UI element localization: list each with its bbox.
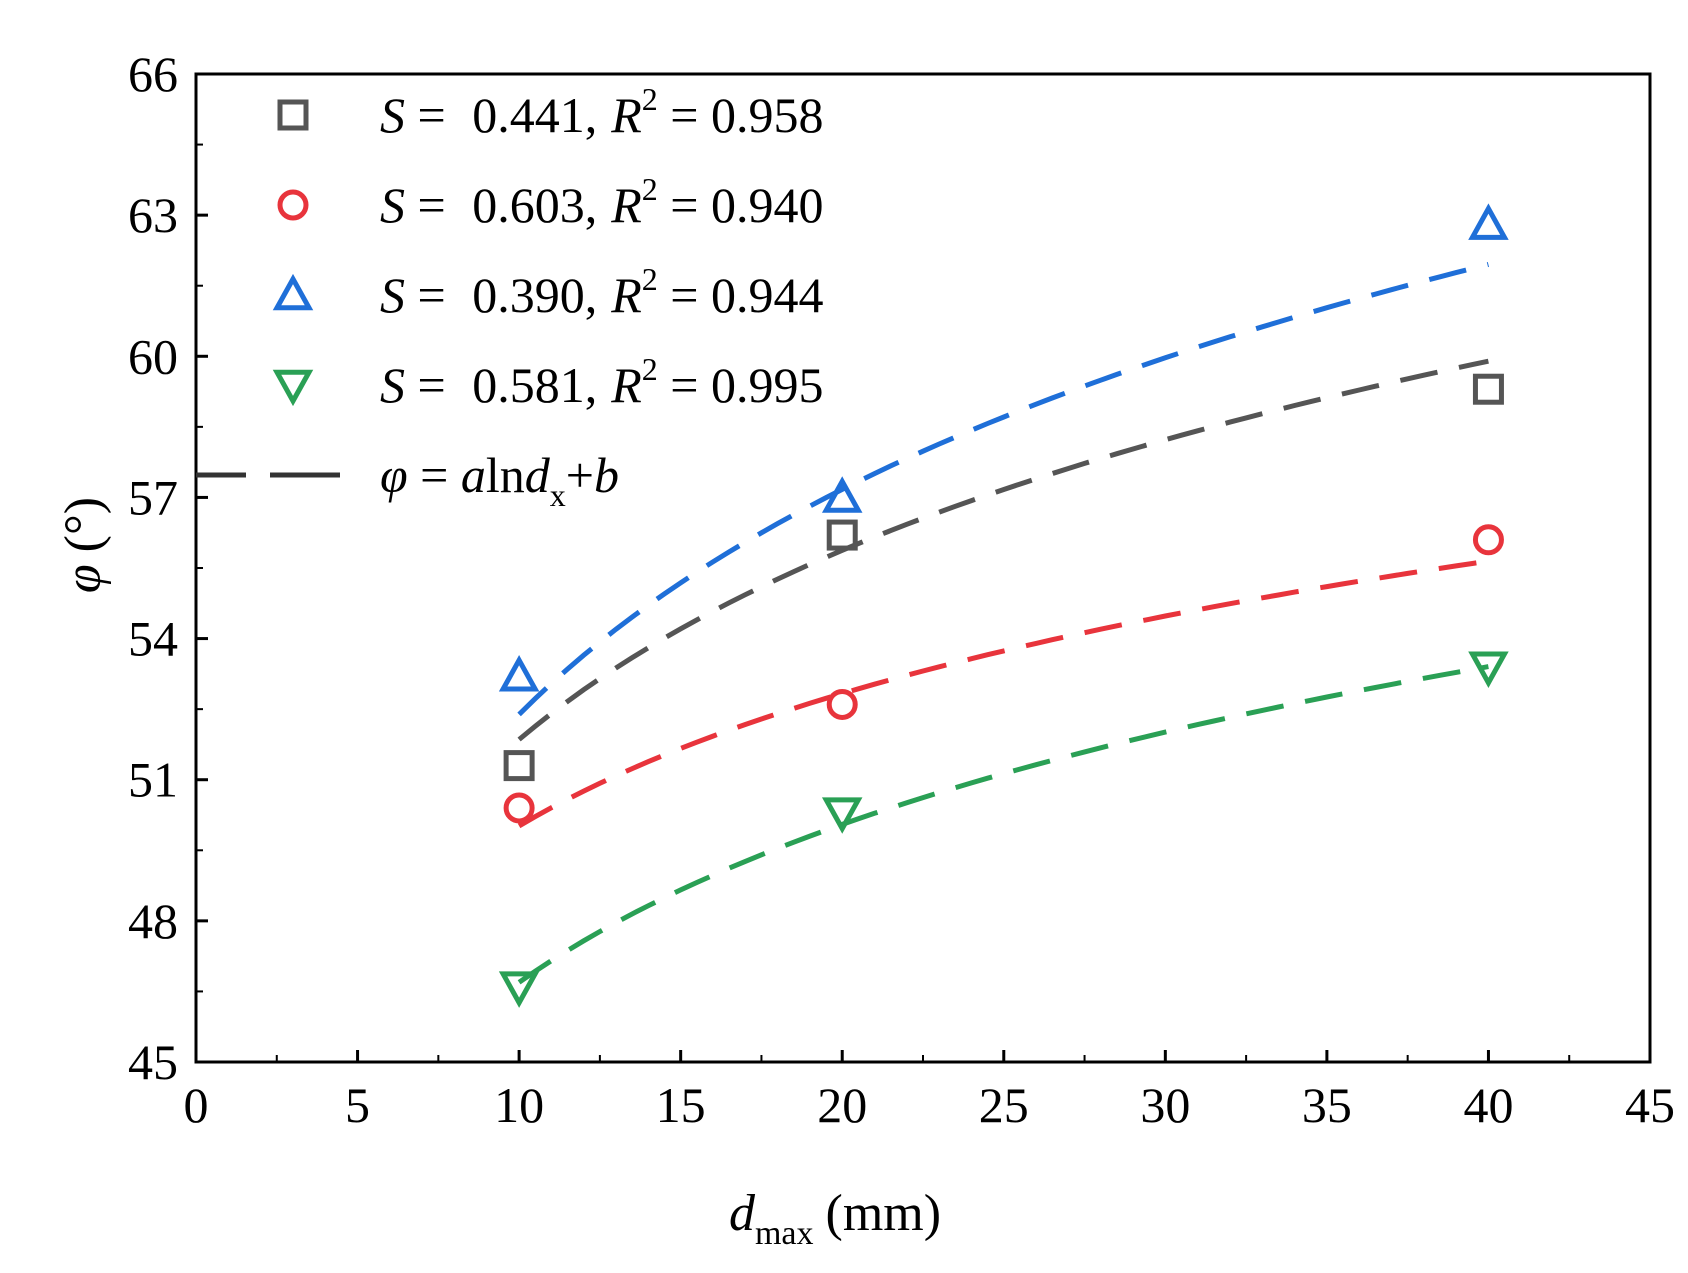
- x-axis-title-unit: (mm): [826, 1185, 942, 1242]
- legend-r-sup: 2: [642, 351, 658, 387]
- legend-s-label: S: [380, 357, 405, 413]
- y-axis-title: φ (°): [55, 497, 112, 593]
- legend-fit-a: a: [461, 447, 486, 503]
- legend-s-value: 0.390,: [472, 267, 597, 323]
- fit-line-series-4: [517, 664, 1489, 985]
- legend-r-label: R: [610, 177, 642, 233]
- data-point-series-1: [1472, 373, 1504, 405]
- legend-r-eq: =: [658, 357, 711, 413]
- data-point-series-4: [498, 971, 540, 1008]
- data-point-series-2: [826, 688, 858, 720]
- x-tick-label: 30: [1140, 1077, 1190, 1133]
- legend-r-sup: 2: [642, 81, 658, 117]
- fit-line-series-2: [517, 558, 1489, 829]
- data-point-series-3: [1468, 203, 1509, 240]
- data-point-series-4: [1468, 651, 1509, 688]
- legend-eq: =: [405, 87, 458, 143]
- legend-r-value: 0.958: [711, 87, 824, 143]
- y-tick-label: 48: [128, 893, 178, 949]
- legend-s-label: S: [380, 267, 405, 323]
- legend-r-label: R: [610, 87, 642, 143]
- legend-s-value: 0.441,: [472, 87, 597, 143]
- data-point-series-1: [503, 750, 535, 782]
- y-axis-title-symbol: φ: [55, 564, 112, 593]
- x-axis-title-main: d: [729, 1185, 756, 1242]
- data-point-series-3: [498, 655, 540, 692]
- legend-marker-series-1: [277, 99, 309, 131]
- legend-r-label: R: [610, 267, 642, 323]
- y-tick-label: 54: [128, 611, 178, 667]
- legend-marker-series-2: [277, 189, 309, 221]
- legend-fit-b: b: [594, 447, 619, 503]
- legend-r-sup: 2: [642, 171, 658, 207]
- legend-label-series-2: S = 0.603, R2 = 0.940: [380, 171, 823, 233]
- legend-r-value: 0.940: [711, 177, 824, 233]
- legend-label-series-3: S = 0.390, R2 = 0.944: [380, 261, 823, 323]
- legend-fit-equation: φ = alndx+b: [380, 447, 619, 513]
- legend-eq: =: [405, 177, 458, 233]
- y-tick-labels: 45 48 51 54 57 60 63 66: [128, 46, 178, 1090]
- legend-marker-series-3: [272, 273, 314, 311]
- x-tick-label: 40: [1463, 1077, 1513, 1133]
- fit-line-series-3: [517, 261, 1490, 717]
- y-tick-label: 63: [128, 187, 178, 243]
- x-tick-label: 35: [1302, 1077, 1352, 1133]
- legend-s-label: S: [380, 87, 405, 143]
- legend-fit-sub: x: [550, 477, 566, 513]
- legend-r-eq: =: [658, 177, 711, 233]
- y-axis-title-unit: (°): [55, 497, 112, 552]
- legend-label-series-1: S = 0.441, R2 = 0.958: [380, 81, 823, 143]
- legend-fit-ln: ln: [486, 447, 525, 503]
- x-tick-label: 5: [345, 1077, 370, 1133]
- data-point-series-1: [826, 519, 858, 551]
- x-tick-label: 45: [1625, 1077, 1675, 1133]
- legend-marker-series-4: [272, 369, 314, 407]
- legend-fit-plus: +: [566, 447, 594, 503]
- y-tick-label: 51: [128, 752, 178, 808]
- data-markers: [498, 203, 1509, 1008]
- legend-r-sup: 2: [642, 261, 658, 297]
- legend-r-eq: =: [658, 87, 711, 143]
- x-axis-title-sub: max: [755, 1215, 814, 1252]
- y-tick-label: 57: [128, 469, 178, 525]
- x-tick-label: 15: [656, 1077, 706, 1133]
- legend-s-value: 0.603,: [472, 177, 597, 233]
- legend-s-label: S: [380, 177, 405, 233]
- legend-r-value: 0.995: [711, 357, 824, 413]
- legend-fit-eq: =: [408, 447, 461, 503]
- x-tick-label: 25: [979, 1077, 1029, 1133]
- x-tick-label: 0: [184, 1077, 209, 1133]
- y-tick-label: 66: [128, 46, 178, 102]
- y-tick-label: 45: [128, 1034, 178, 1090]
- data-point-series-3: [821, 476, 863, 513]
- axis-ticks: [194, 72, 1652, 1064]
- legend-eq: =: [405, 267, 458, 323]
- data-point-series-4: [821, 797, 863, 834]
- data-point-series-2: [503, 792, 535, 824]
- fit-lines: [517, 261, 1490, 985]
- legend-s-value: 0.581,: [472, 357, 597, 413]
- legend-r-eq: =: [658, 267, 711, 323]
- legend-fit-d: d: [525, 447, 551, 503]
- x-tick-label: 10: [494, 1077, 544, 1133]
- legend-label-series-4: S = 0.581, R2 = 0.995: [380, 351, 823, 413]
- y-tick-label: 60: [128, 328, 178, 384]
- x-axis-title: dmax (mm): [729, 1185, 941, 1252]
- legend-fit-phi: φ: [380, 447, 408, 503]
- x-tick-labels: 0 5 10 15 20 25 30 35 40 45: [184, 1077, 1676, 1133]
- data-point-series-2: [1472, 524, 1504, 556]
- fit-line-series-1: [517, 358, 1489, 742]
- legend-r-label: R: [610, 357, 642, 413]
- legend-eq: =: [405, 357, 458, 413]
- legend-r-value: 0.944: [711, 267, 824, 323]
- x-tick-label: 20: [817, 1077, 867, 1133]
